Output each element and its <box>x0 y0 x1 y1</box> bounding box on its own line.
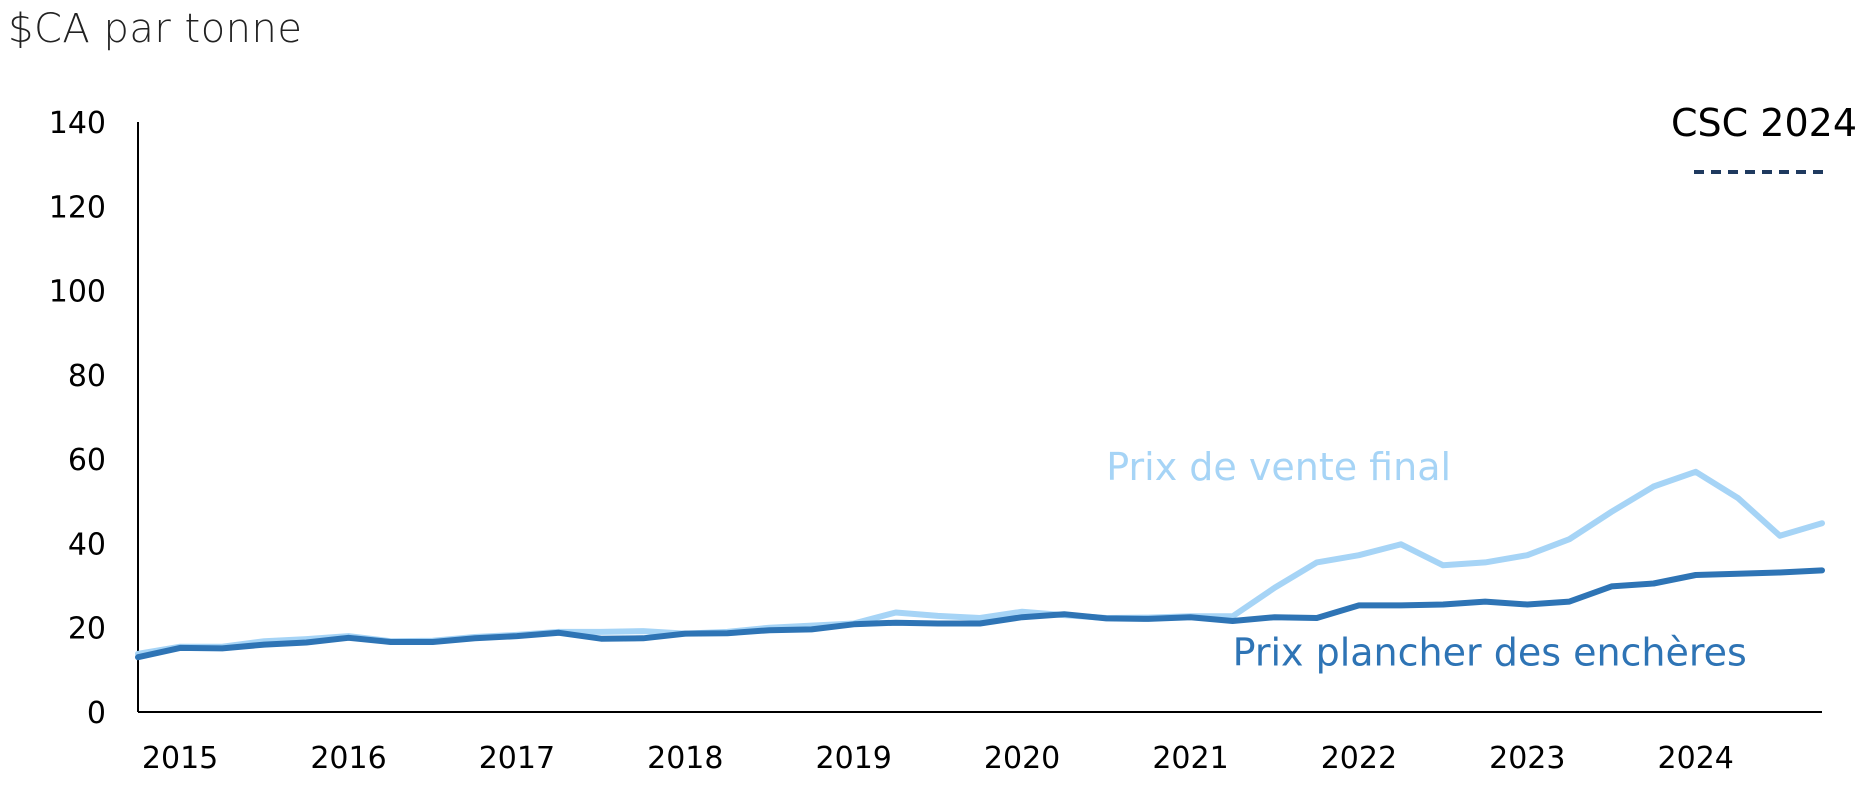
x-tick-label: 2018 <box>647 741 723 776</box>
series-annotation: Prix plancher des enchères <box>1233 631 1747 675</box>
y-tick-label: 80 <box>68 359 106 394</box>
y-tick-label: 0 <box>87 696 106 731</box>
series-line-prix-plancher-des-encheres <box>135 567 1825 661</box>
x-tick-label: 2020 <box>984 741 1060 776</box>
y-tick-label: 120 <box>49 190 106 225</box>
y-tick-label: 20 <box>68 612 106 647</box>
x-tick-label: 2021 <box>1152 741 1228 776</box>
y-tick-label: 140 <box>49 106 106 141</box>
x-tick-label: 2017 <box>479 741 555 776</box>
x-tick-label: 2022 <box>1321 741 1397 776</box>
series-annotation: Prix de vente final <box>1106 445 1451 489</box>
x-tick-label: 2016 <box>310 741 386 776</box>
legend-label: CSC 2024 <box>1671 101 1857 145</box>
y-tick-label: 40 <box>68 527 106 562</box>
y-tick-label: 60 <box>68 443 106 478</box>
x-tick-label: 2024 <box>1658 741 1734 776</box>
x-tick-label: 2019 <box>816 741 892 776</box>
x-tick-label: 2023 <box>1489 741 1565 776</box>
x-tick-label: 2015 <box>142 741 218 776</box>
y-axis-unit-label: $CA par tonne <box>8 6 303 52</box>
y-tick-label: 100 <box>49 275 106 310</box>
